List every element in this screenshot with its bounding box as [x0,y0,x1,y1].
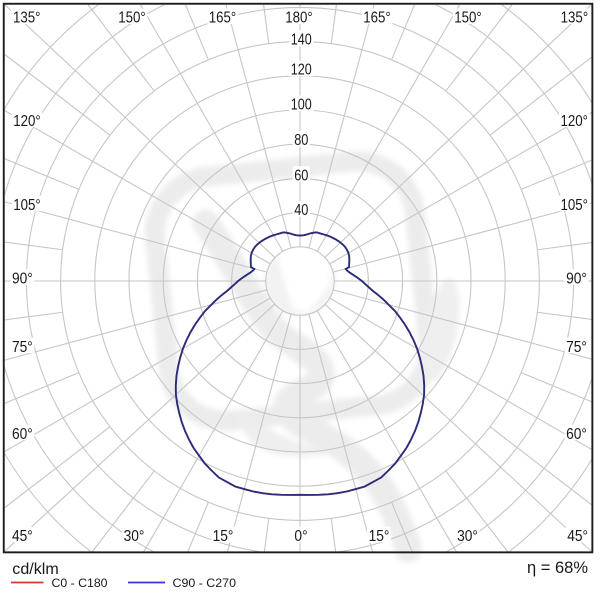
svg-text:90°: 90° [12,270,33,287]
svg-text:105°: 105° [13,197,41,214]
svg-text:100: 100 [291,97,312,114]
svg-text:C0 - C180: C0 - C180 [52,576,108,590]
svg-text:30°: 30° [457,528,478,545]
svg-text:180°: 180° [285,10,313,27]
svg-text:120°: 120° [560,113,588,130]
svg-text:C90 - C270: C90 - C270 [173,576,237,590]
svg-text:15°: 15° [213,528,234,545]
svg-text:75°: 75° [566,339,587,356]
svg-text:80: 80 [294,132,308,149]
svg-text:165°: 165° [363,10,391,27]
svg-text:135°: 135° [13,10,41,27]
svg-text:45°: 45° [567,528,588,545]
svg-text:η = 68%: η = 68% [527,559,588,577]
svg-text:150°: 150° [454,10,482,27]
svg-text:150°: 150° [118,10,146,27]
svg-text:0°: 0° [294,528,307,545]
svg-text:40: 40 [294,202,308,219]
svg-text:45°: 45° [12,528,33,545]
svg-text:90°: 90° [566,270,587,287]
svg-text:60°: 60° [566,426,587,443]
svg-text:cd/klm: cd/klm [12,561,59,578]
svg-text:75°: 75° [12,339,33,356]
svg-text:60°: 60° [12,426,33,443]
svg-text:30°: 30° [124,528,145,545]
svg-text:105°: 105° [560,197,588,214]
svg-text:120°: 120° [13,113,41,130]
svg-text:135°: 135° [561,10,589,27]
svg-text:165°: 165° [209,10,237,27]
svg-text:15°: 15° [369,528,390,545]
svg-text:120: 120 [291,62,312,79]
svg-text:60: 60 [294,167,308,184]
svg-text:140: 140 [291,32,312,49]
